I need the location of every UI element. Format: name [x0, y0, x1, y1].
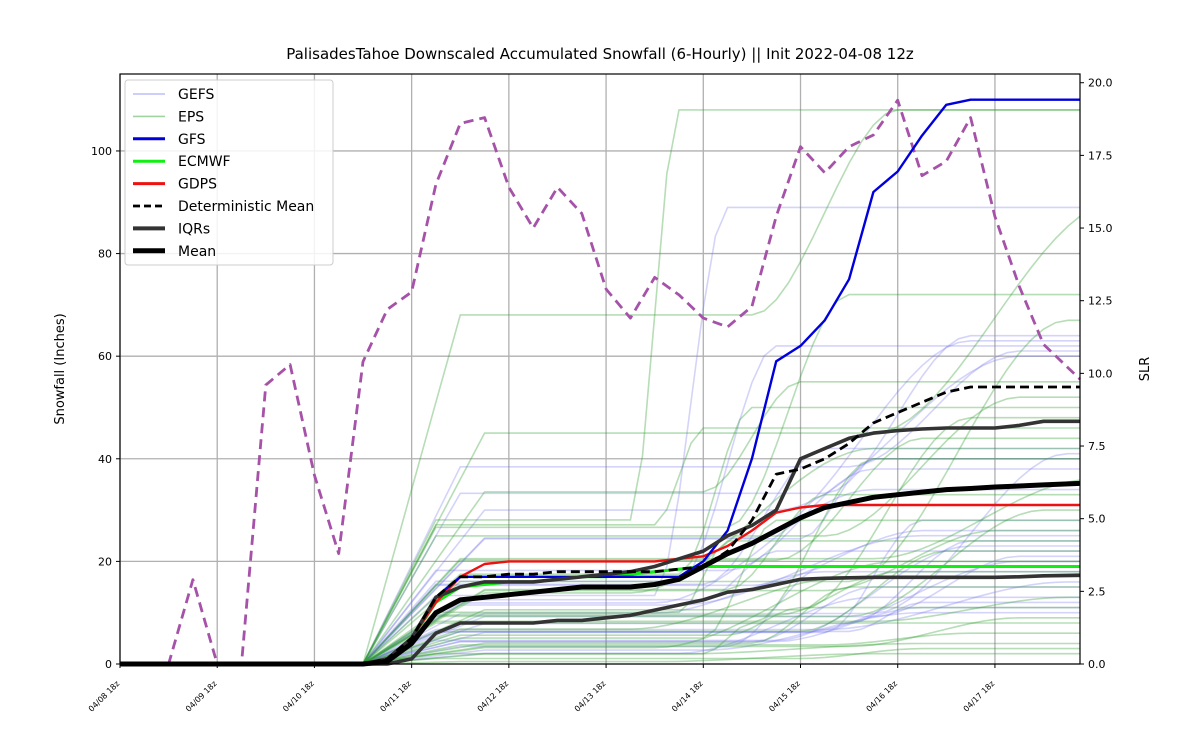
legend: GEFS EPS GFS ECMWF GDPS Deterministic Mean IQR… — [124, 79, 334, 266]
y2-tick-label-0: 0.0 — [1088, 658, 1106, 671]
x-tick-label-8: 04/16 18z — [864, 679, 899, 714]
legend-label-deterministic-mean: Deterministic Mean — [178, 199, 314, 215]
legend-label-gdps: GDPS — [178, 177, 217, 193]
legend-label-gefs: GEFS — [178, 87, 215, 103]
eps-member-line — [120, 586, 1080, 665]
y-tick-label-5: 100 — [91, 145, 112, 158]
legend-label-gfs: GFS — [178, 132, 206, 148]
series-line-deterministic-mean — [120, 385, 1080, 666]
legend-label-eps: EPS — [178, 109, 204, 125]
y-tick-label-4: 80 — [98, 248, 112, 261]
x-tick-label-9: 04/17 18z — [962, 679, 997, 714]
series-line-slr — [120, 98, 1081, 666]
y2-tick-label-2: 5.0 — [1088, 513, 1106, 526]
y2-tick-label-6: 15.0 — [1088, 222, 1113, 235]
x-tick-label-5: 04/13 18z — [573, 679, 608, 714]
x-tick-label-2: 04/10 18z — [281, 679, 316, 714]
y-axis-label: Snowfall (Inches) — [53, 313, 68, 424]
y2-tick-label-5: 12.5 — [1088, 295, 1113, 308]
y2-axis-label: SLR — [1138, 357, 1153, 382]
y2-tick-label-3: 7.5 — [1088, 440, 1106, 453]
y2-tick-label-8: 20.0 — [1088, 77, 1113, 90]
legend-box — [124, 79, 334, 266]
plot-frame — [119, 73, 1081, 665]
y-tick-label-2: 40 — [98, 453, 112, 466]
gefs-member-line — [120, 586, 1080, 665]
y-tick-label-1: 20 — [98, 555, 112, 568]
legend-label-ecmwf: ECMWF — [178, 154, 231, 170]
chart-title: PalisadesTahoe Downscaled Accumulated Sn… — [286, 45, 914, 63]
series-line-iqr-upper — [120, 419, 1080, 666]
legend-label-mean: Mean — [178, 244, 216, 260]
series-lines — [120, 98, 1081, 667]
x-tick-label-7: 04/15 18z — [767, 679, 802, 714]
x-tick-label-3: 04/11 18z — [378, 679, 413, 714]
y-tick-label-3: 60 — [98, 350, 112, 363]
y2-tick-label-7: 17.5 — [1088, 149, 1113, 162]
legend-label-iqrs: IQRs — [178, 221, 210, 237]
x-tick-label-0: 04/08 18z — [87, 679, 122, 714]
y-tick-label-0: 0 — [105, 658, 112, 671]
series-line-iqr-lower — [120, 573, 1081, 666]
x-tick-label-1: 04/09 18z — [184, 679, 219, 714]
x-tick-label-4: 04/12 18z — [476, 679, 511, 714]
y2-tick-label-1: 2.5 — [1088, 585, 1106, 598]
x-tick-label-6: 04/14 18z — [670, 679, 705, 714]
gefs-member-line — [120, 206, 1080, 665]
y2-tick-label-4: 10.0 — [1088, 367, 1113, 380]
